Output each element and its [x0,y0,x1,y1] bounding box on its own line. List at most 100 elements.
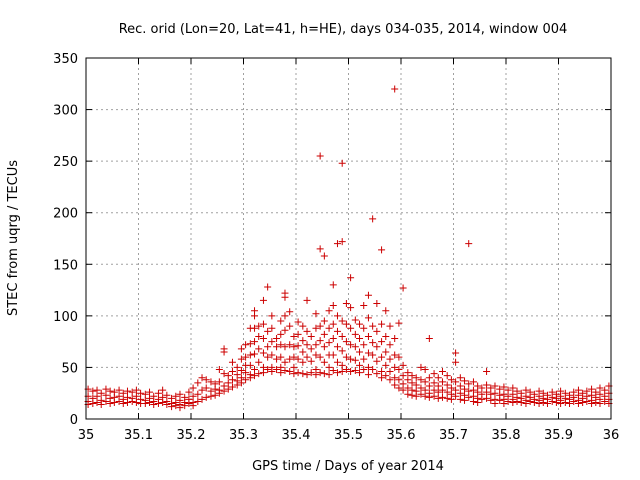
data-point [517,398,525,406]
data-point [579,398,587,406]
data-point [395,376,403,384]
data-point [303,353,311,361]
data-point [500,383,508,391]
data-point [351,367,359,375]
x-tick-label: 35.5 [334,428,363,443]
data-point [487,396,495,404]
data-point [168,403,176,411]
data-point [417,384,425,392]
data-point [452,386,460,394]
data-point [382,307,390,315]
data-point [281,358,289,366]
data-point [207,392,215,400]
data-point [277,353,285,361]
x-tick-label: 35.2 [177,428,206,443]
axis-ticks: 35 35.1 35.2 35.3 35.4 35.5 35.6 35.7 35.8 35.9 36… [53,52,619,443]
data-point [194,397,202,405]
data-point [268,338,276,346]
data-point [242,369,250,377]
data-point [526,397,534,405]
data-point [391,363,399,371]
data-point [373,343,381,351]
data-point [141,400,149,408]
data-point [312,324,320,332]
data-point [535,400,543,408]
data-point [509,384,517,392]
grid-lines [86,58,611,419]
data-point [246,361,254,369]
data-point [583,397,591,405]
data-point [378,374,386,382]
data-point [202,384,210,392]
data-point [281,343,289,351]
data-point [338,368,346,376]
data-point [198,395,206,403]
x-tick-label: 36 [603,428,620,443]
data-point [483,388,491,396]
data-point [456,395,464,403]
data-point [128,397,136,405]
data-point [408,372,416,380]
data-point [487,390,495,398]
x-tick-label: 35.6 [387,428,416,443]
data-point [447,384,455,392]
data-point [342,338,350,346]
data-point [333,343,341,351]
data-point [123,398,131,406]
data-point [251,372,259,380]
data-point [181,402,189,410]
data-point [286,322,294,330]
data-point [264,327,272,335]
data-point [434,382,442,390]
data-point [290,370,298,378]
data-point [360,355,368,363]
data-point [215,378,223,386]
data-point [132,398,140,406]
data-point [320,343,328,351]
data-point [452,358,460,366]
data-point [264,343,272,351]
data-point [137,389,145,397]
data-point [447,376,455,384]
data-point [430,370,438,378]
data-point [132,392,140,400]
data-point [128,388,136,396]
data-point [430,386,438,394]
data-point [469,378,477,386]
data-point [281,312,289,320]
data-point [172,392,180,400]
data-point [347,274,355,282]
data-point [530,398,538,406]
y-axis-label: STEC from uqrg / TECUs [6,160,21,316]
data-point [207,378,215,386]
data-point [294,318,302,326]
data-point [246,374,254,382]
data-point [89,400,97,408]
data-point [438,378,446,386]
y-tick-label: 250 [53,155,78,170]
x-tick-label: 35.4 [282,428,311,443]
data-point [220,370,228,378]
data-point [290,332,298,340]
data-point [430,379,438,387]
data-point [320,330,328,338]
data-point [255,358,263,366]
chart-title: Rec. orid (Lon=20, Lat=41, h=HE), days 0… [119,22,568,37]
data-point [513,387,521,395]
data-point [430,392,438,400]
data-point [496,385,504,393]
data-point [364,371,372,379]
data-point [286,368,294,376]
y-tick-label: 300 [53,104,78,119]
data-point [259,369,267,377]
data-point [198,386,206,394]
data-point [255,332,263,340]
data-point [500,400,508,408]
data-point [251,338,259,346]
data-point [364,349,372,357]
data-point [320,358,328,366]
data-point [364,363,372,371]
data-point [425,374,433,382]
data-point [189,402,197,410]
data-point [338,347,346,355]
